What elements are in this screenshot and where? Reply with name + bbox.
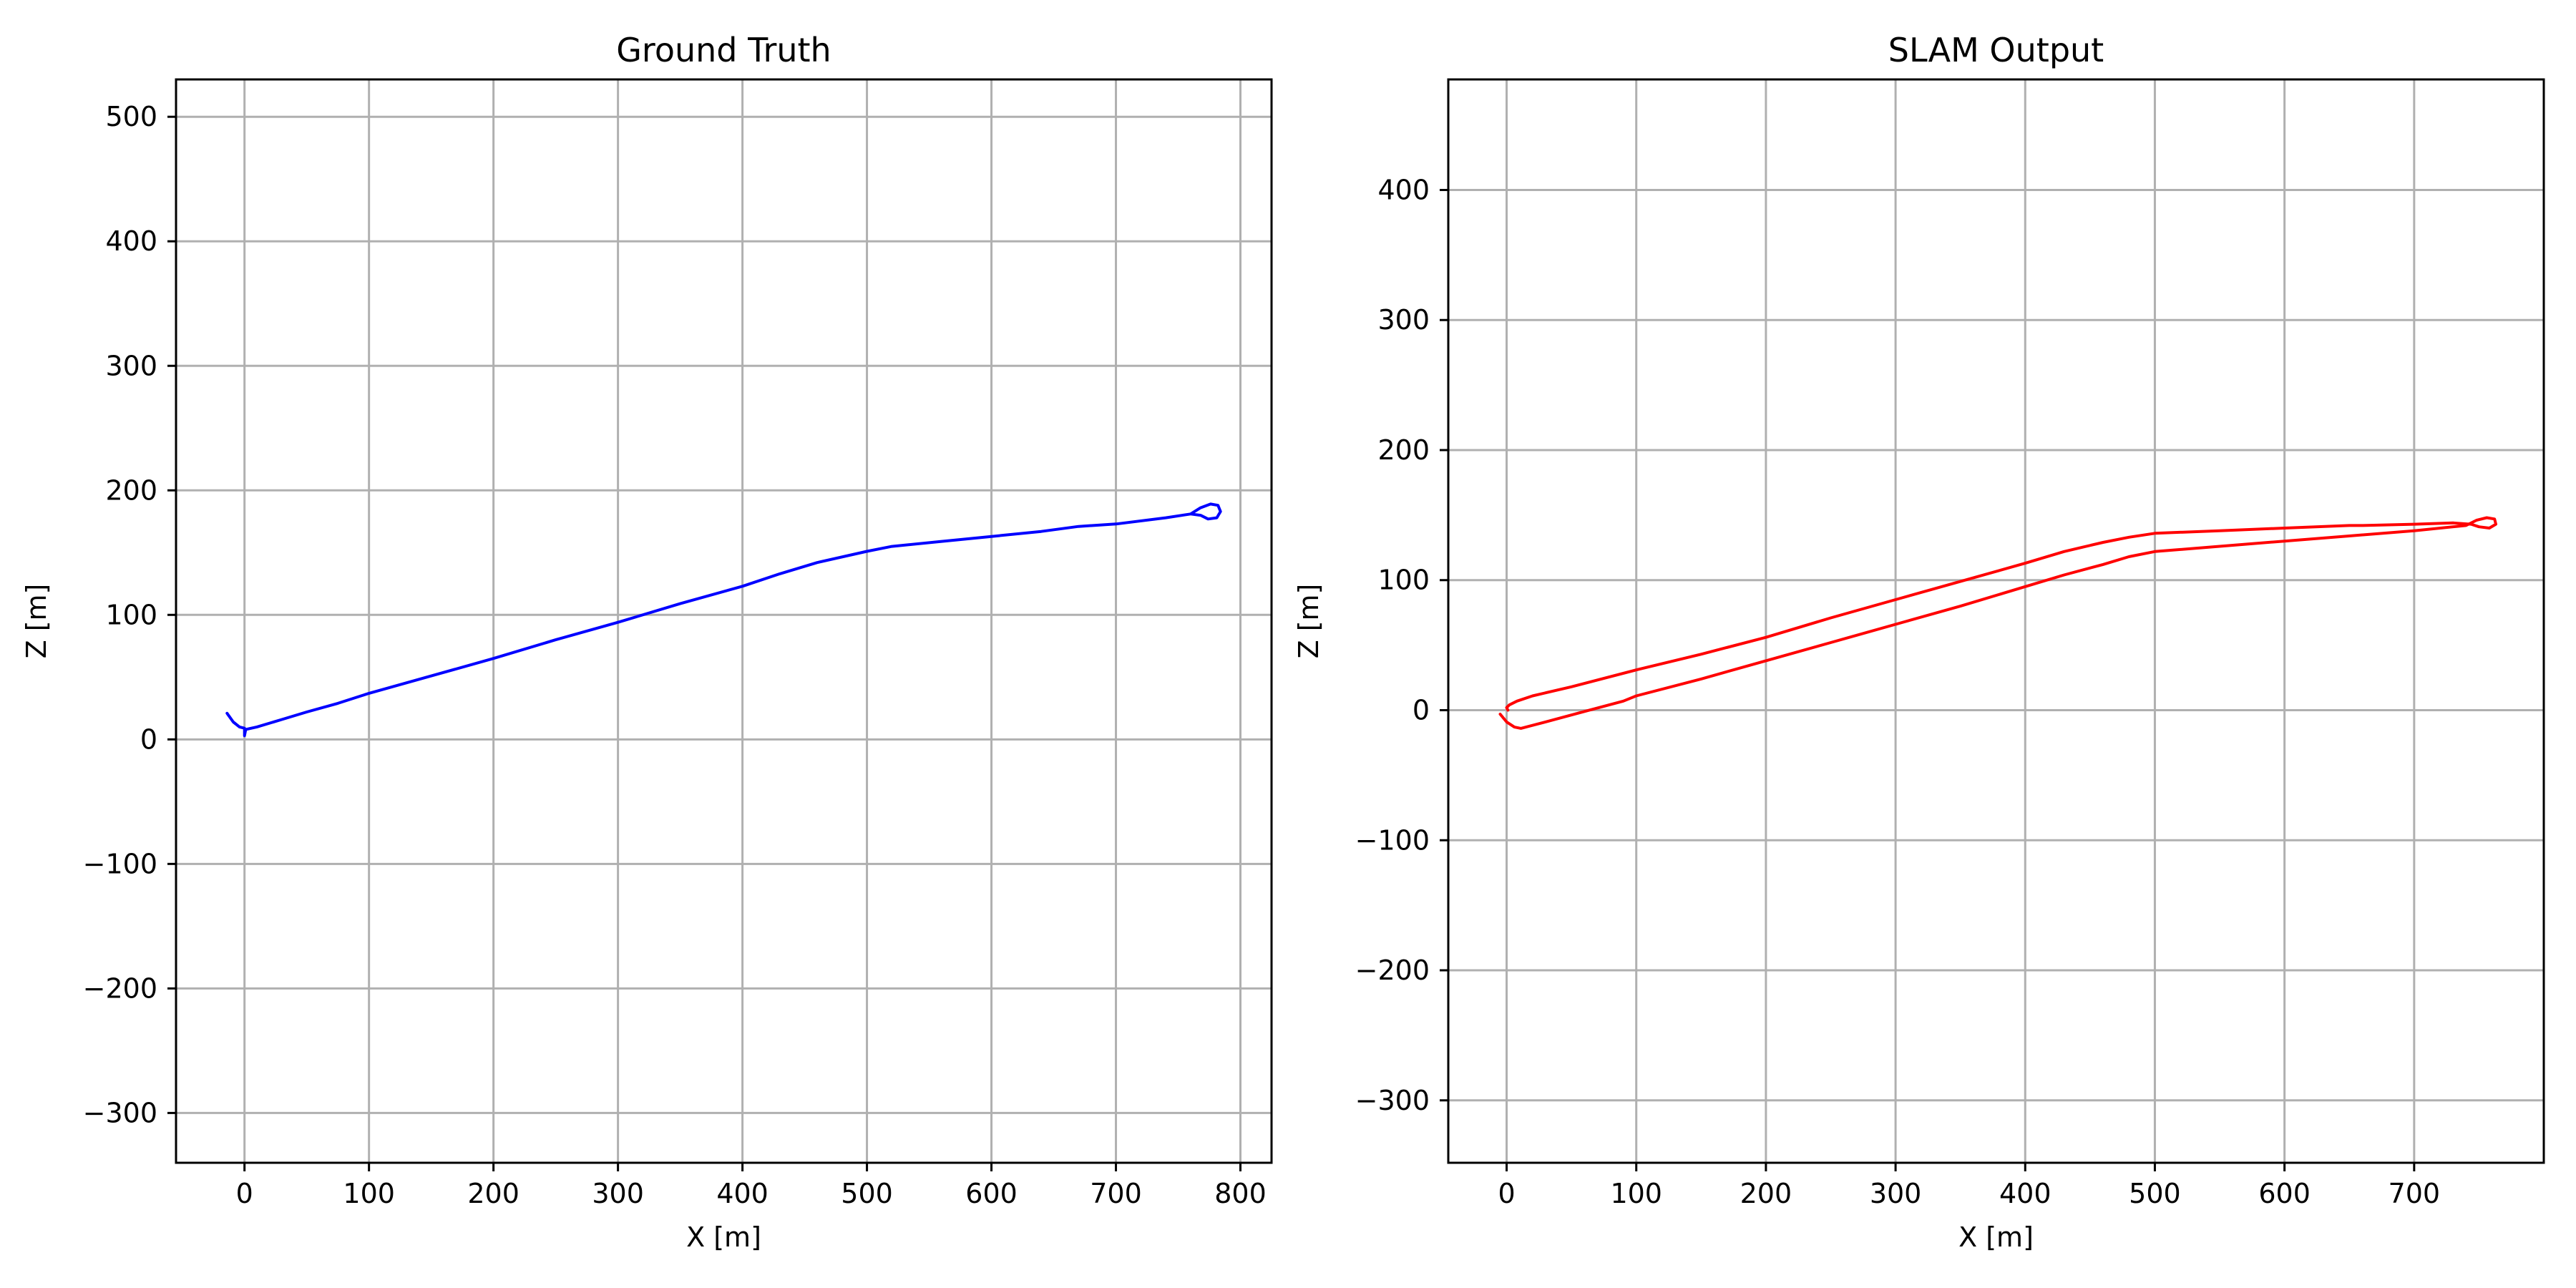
y-tick-label: −300 [83,1097,157,1128]
x-tick-label: 100 [1610,1178,1662,1209]
y-tick-label: 200 [1377,434,1430,466]
x-tick-label: 400 [716,1178,769,1209]
x-tick-label: 400 [1999,1178,2051,1209]
x-tick-label: 800 [1214,1178,1267,1209]
y-tick-label: 200 [105,474,157,506]
y-tick-label: 300 [1377,304,1430,336]
y-tick-label: 400 [1377,174,1430,205]
plot-frame [175,78,1273,1164]
plot-frame [1447,78,2545,1164]
x-tick-label: 300 [1870,1178,1922,1209]
x-tick-label: 100 [343,1178,395,1209]
x-tick-label: 300 [592,1178,644,1209]
y-axis-label: Z [m] [1293,584,1324,659]
y-tick-label: 0 [140,723,157,755]
y-tick-label: 0 [1413,695,1430,726]
grid-lines [176,79,1272,1163]
x-tick-label: 700 [2389,1178,2441,1209]
tick-labels: 0 100 200 300 400 500 600 700 800 −300 −200 −100 0 10… [83,101,1267,1209]
x-tick-label: 600 [2258,1178,2311,1209]
y-tick-label: 400 [105,225,157,257]
y-tick-label: 100 [1377,565,1430,596]
ground-truth-panel: 0 100 200 300 400 500 600 700 800 −300 −200 −100 0 10… [21,31,1273,1253]
y-tick-label: −100 [83,848,157,879]
x-axis-label: X [m] [686,1221,761,1253]
y-tick-label: 300 [105,350,157,381]
x-tick-label: 500 [2129,1178,2181,1209]
x-tick-label: 200 [467,1178,519,1209]
y-axis-label: Z [m] [21,584,52,659]
x-tick-label: 0 [1498,1178,1515,1209]
ground-truth-trajectory-line [225,502,1222,738]
y-tick-label: 100 [105,599,157,630]
x-tick-label: 500 [841,1178,893,1209]
y-tick-label: 500 [105,101,157,132]
y-tick-label: −200 [83,972,157,1004]
x-tick-label: 200 [1740,1178,1792,1209]
chart-title: Ground Truth [616,31,831,69]
tick-labels: 0 100 200 300 400 500 600 700 −300 −200 −100 0 100 20… [1355,174,2440,1209]
x-axis-label: X [m] [1958,1221,2034,1253]
slam-output-panel: 0 100 200 300 400 500 600 700 −300 −200 −100 0 100 20… [1293,31,2545,1253]
slam-trajectory-line [1498,516,2497,730]
chart-title: SLAM Output [1888,31,2104,69]
y-tick-label: −300 [1355,1085,1430,1116]
y-tick-label: −200 [1355,955,1430,986]
x-tick-label: 0 [236,1178,253,1209]
y-tick-label: −100 [1355,824,1430,856]
x-tick-label: 700 [1090,1178,1142,1209]
grid-lines [1448,79,2544,1163]
x-tick-label: 600 [965,1178,1018,1209]
